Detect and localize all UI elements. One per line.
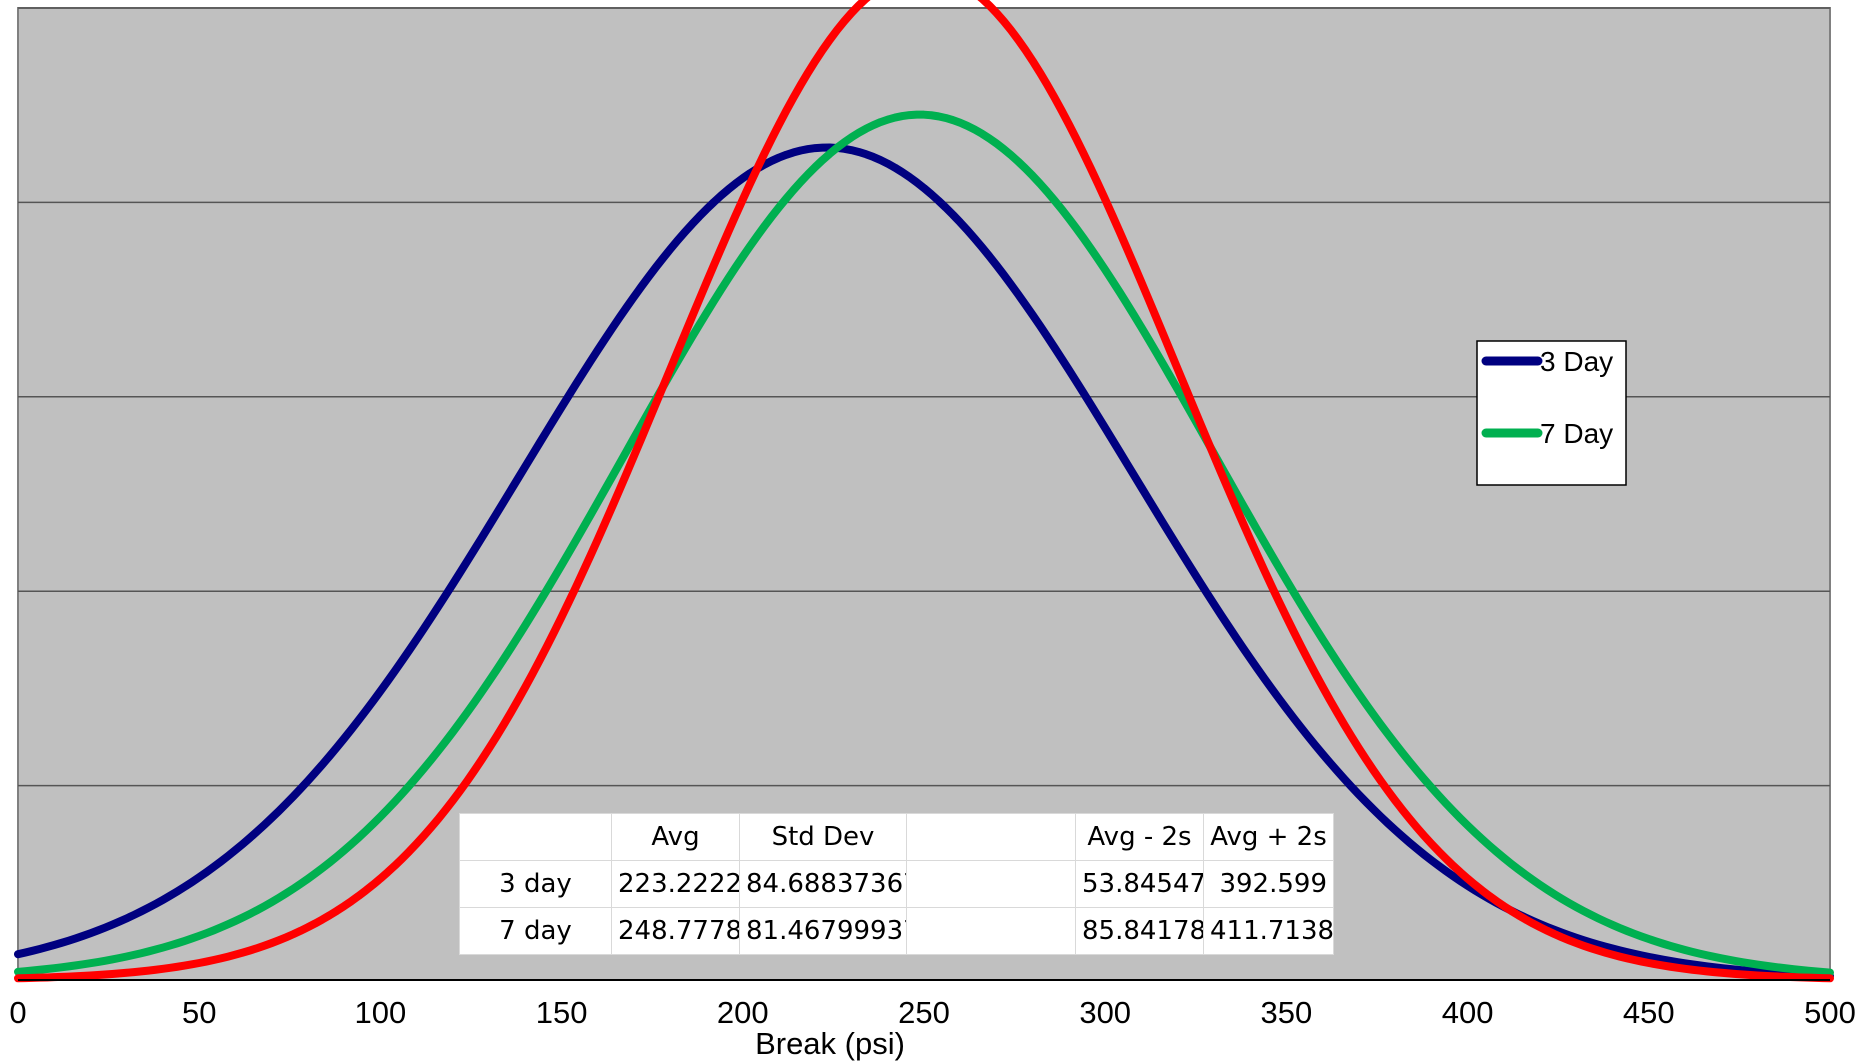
x-tick-labels: 0 50 100 150 200 250 300 350 400 450 500 bbox=[9, 995, 1855, 1030]
stats-row-3-day: 3 day 223.2222 84.68837367 53.84547 392.… bbox=[459, 860, 1334, 908]
stats-cell-std-dev: 84.68837367 bbox=[739, 860, 907, 908]
stats-header-cell bbox=[459, 813, 612, 861]
stats-row-7-day: 7 day 248.7778 81.46799937 85.84178 411.… bbox=[459, 907, 1334, 955]
x-tick-label: 150 bbox=[536, 995, 588, 1030]
x-tick-label: 300 bbox=[1079, 995, 1131, 1030]
stats-cell-avg: 248.7778 bbox=[611, 907, 740, 955]
legend-label-3-day: 3 Day bbox=[1540, 346, 1613, 377]
stats-cell-std-dev: 81.46799937 bbox=[739, 907, 907, 955]
stats-header-avg-plus-2s: Avg + 2s bbox=[1203, 813, 1334, 861]
stats-cell-empty bbox=[906, 860, 1076, 908]
legend-label-7-day: 7 Day bbox=[1540, 418, 1613, 449]
stats-row-label: 3 day bbox=[459, 860, 612, 908]
series-lines bbox=[14, 0, 1834, 983]
x-tick-label: 50 bbox=[182, 995, 216, 1030]
legend: 3 Day 7 Day bbox=[1476, 340, 1627, 486]
x-tick-label: 400 bbox=[1442, 995, 1494, 1030]
x-tick-label: 450 bbox=[1623, 995, 1675, 1030]
stats-header-avg-minus-2s: Avg - 2s bbox=[1075, 813, 1204, 861]
x-tick-label: 250 bbox=[898, 995, 950, 1030]
x-axis-title: Break (psi) bbox=[755, 1026, 905, 1061]
stats-row-label: 7 day bbox=[459, 907, 612, 955]
stats-cell-avg: 223.2222 bbox=[611, 860, 740, 908]
gridlines bbox=[18, 7, 1830, 787]
stats-cell-avg-minus-2s: 85.84178 bbox=[1075, 907, 1204, 955]
stats-cell-avg-plus-2s: 411.7138 bbox=[1203, 907, 1334, 955]
stats-header-cell bbox=[906, 813, 1076, 861]
stats-cell-avg-minus-2s: 53.84547 bbox=[1075, 860, 1204, 908]
stats-header-std-dev: Std Dev bbox=[739, 813, 907, 861]
x-tick-label: 0 bbox=[9, 995, 26, 1030]
x-tick-label: 200 bbox=[717, 995, 769, 1030]
x-tick-label: 100 bbox=[355, 995, 407, 1030]
stats-header-avg: Avg bbox=[611, 813, 740, 861]
stats-header-row: Avg Std Dev Avg - 2s Avg + 2s bbox=[459, 813, 1334, 861]
series-line-red bbox=[14, 0, 1834, 983]
x-tick-label: 350 bbox=[1261, 995, 1313, 1030]
stats-cell-avg-plus-2s: 392.599 bbox=[1203, 860, 1334, 908]
stats-cell-empty bbox=[906, 907, 1076, 955]
x-tick-label: 500 bbox=[1804, 995, 1856, 1030]
series-line-7-day bbox=[14, 110, 1834, 977]
stats-table: Avg Std Dev Avg - 2s Avg + 2s 3 day 223.… bbox=[459, 813, 1334, 955]
